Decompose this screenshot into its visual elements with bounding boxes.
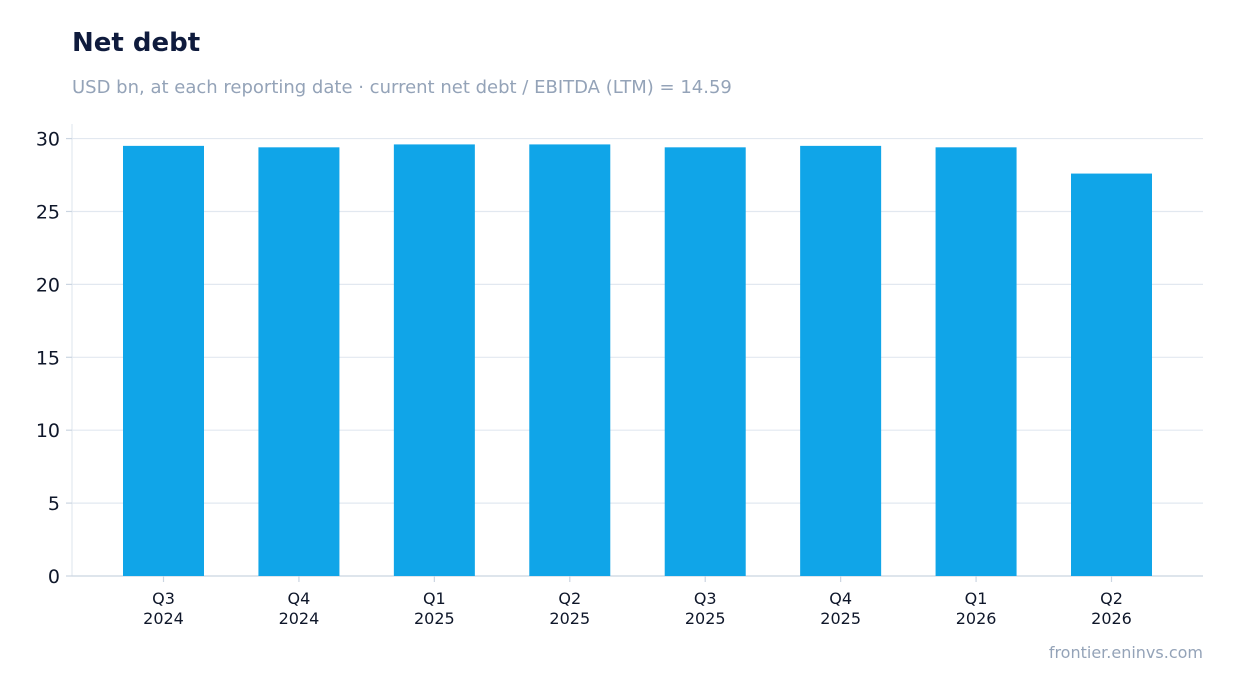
bar [393,144,475,576]
chart-subtitle: USD bn, at each reporting date · current… [72,77,732,98]
x-tick-label: 2024 [143,609,184,628]
y-tick-label: 25 [36,201,60,223]
y-tick-labels: 0 5 10 15 20 25 30 [36,129,72,588]
bar [664,147,746,576]
x-tick-labels: Q32024Q42024Q12025Q22025Q32025Q42025Q120… [143,576,1132,628]
x-tick-label: 2025 [820,609,861,628]
x-tick-label: Q3 [152,589,175,608]
gridlines [72,137,1203,504]
x-tick-label: Q3 [694,589,717,608]
x-tick-label: Q4 [288,589,311,608]
x-tick-label: 2026 [956,609,997,628]
bar [123,145,204,576]
y-tick-label: 5 [48,493,60,515]
x-tick-label: 2025 [685,609,726,628]
x-tick-label: 2025 [549,609,590,628]
bar [800,145,882,576]
x-tick-label: Q2 [558,589,581,608]
bar [935,147,1017,576]
source-footer: frontier.eninvs.com [1048,643,1203,662]
x-tick-label: 2025 [414,609,455,628]
x-tick-label: Q2 [1100,589,1123,608]
bar [1071,173,1152,576]
y-tick-label: 30 [36,129,60,151]
bars [123,144,1152,576]
y-tick-label: 20 [36,274,60,296]
chart-title: Net debt [72,28,201,58]
x-tick-label: Q4 [829,589,852,608]
y-tick-label: 15 [36,347,60,369]
bar [258,147,340,576]
x-tick-label: Q1 [965,589,988,608]
x-tick-label: Q1 [423,589,446,608]
axes [71,124,1203,577]
x-tick-label: 2026 [1091,609,1132,628]
y-tick-label: 10 [36,420,60,442]
bar [529,144,611,576]
x-tick-label: 2024 [279,609,320,628]
y-tick-label: 0 [48,566,60,588]
